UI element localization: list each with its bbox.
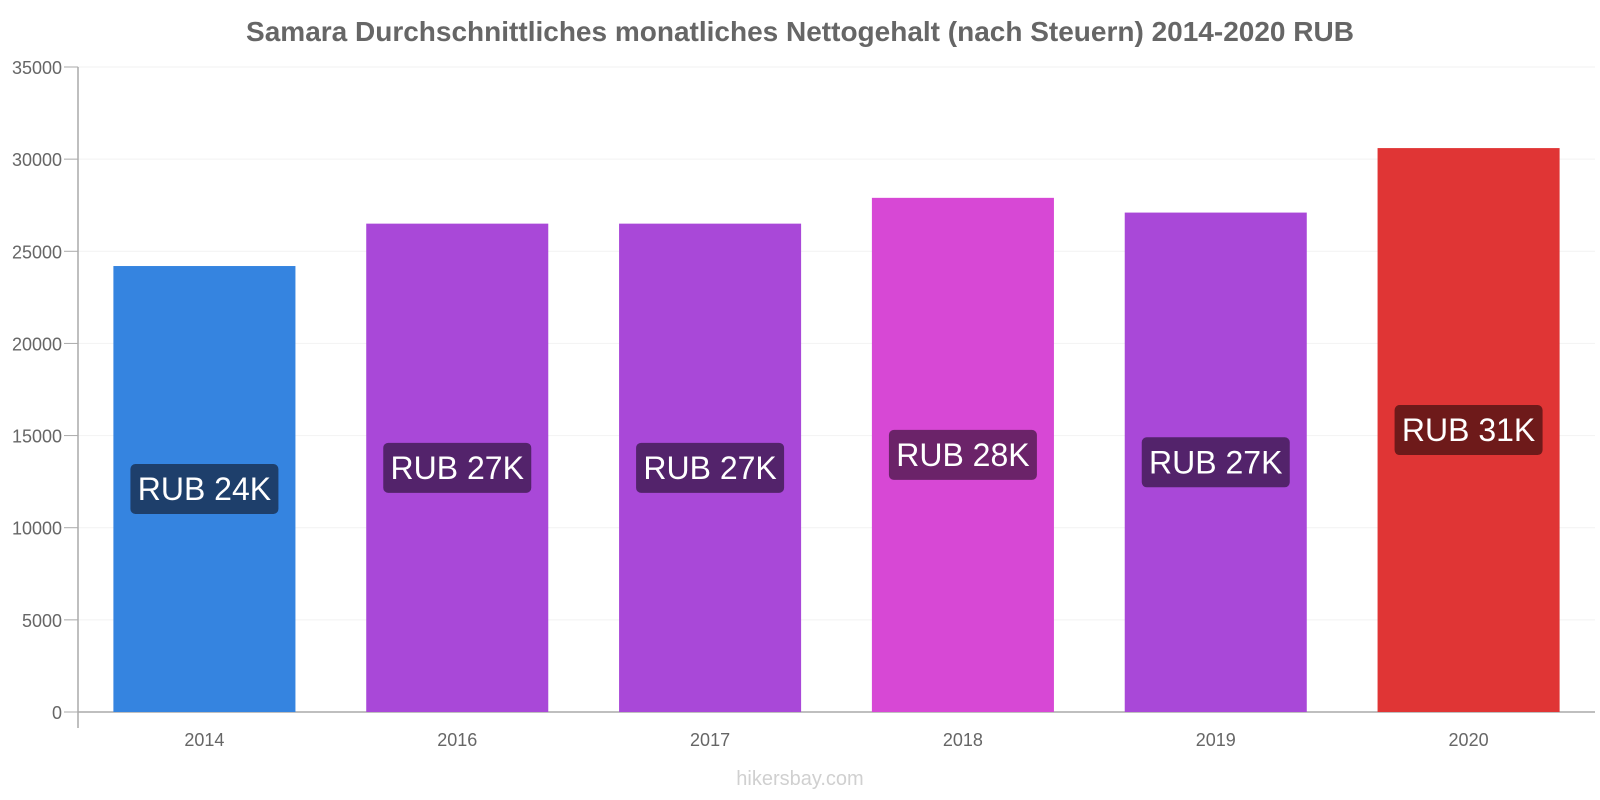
x-tick-label: 2017 — [690, 730, 730, 750]
value-label-box — [1141, 437, 1290, 488]
value-label-2017: RUB 27K — [636, 442, 785, 493]
value-label-text: RUB 28K — [896, 437, 1029, 473]
value-label-2020: RUB 31K — [1394, 405, 1543, 456]
value-label-text: RUB 31K — [1402, 412, 1535, 448]
y-tick-label: 0 — [52, 703, 62, 723]
value-label-text: RUB 24K — [138, 471, 271, 507]
x-tick-label: 2020 — [1449, 730, 1489, 750]
value-label-text: RUB 27K — [1149, 444, 1282, 480]
value-label-box — [383, 442, 532, 493]
value-label-2019: RUB 27K — [1141, 437, 1290, 488]
value-label-text: RUB 27K — [643, 450, 776, 486]
x-tick-label: 2014 — [184, 730, 224, 750]
bars — [113, 148, 1560, 713]
value-label-2014: RUB 24K — [130, 464, 279, 515]
tick-labels: 0 5000 10000 15000 20000 25000 30000 35000 2014 2… — [12, 58, 1489, 750]
value-label-box — [888, 429, 1037, 480]
value-label-2016: RUB 27K — [383, 442, 532, 493]
value-label-box — [1394, 405, 1543, 456]
y-tick-label: 5000 — [22, 611, 62, 631]
value-label-box — [130, 464, 279, 515]
y-tick-label: 30000 — [12, 150, 62, 170]
value-label-text: RUB 27K — [391, 450, 524, 486]
y-tick-label: 15000 — [12, 427, 62, 447]
axes — [64, 66, 1595, 728]
value-label-2018: RUB 28K — [888, 429, 1037, 480]
value-labels: RUB 24K RUB 27K RUB 27K RUB 28K RUB 27K RUB 3… — [130, 405, 1543, 515]
chart-title: Samara Durchschnittliches monatliches Ne… — [246, 16, 1354, 47]
x-tick-label: 2019 — [1196, 730, 1236, 750]
value-label-box — [636, 442, 785, 493]
y-tick-label: 10000 — [12, 519, 62, 539]
y-tick-label: 25000 — [12, 242, 62, 262]
x-tick-label: 2016 — [437, 730, 477, 750]
y-tick-label: 20000 — [12, 334, 62, 354]
y-tick-label: 35000 — [12, 58, 62, 78]
gridlines — [78, 66, 1595, 621]
x-tick-label: 2018 — [943, 730, 983, 750]
watermark: hikersbay.com — [736, 768, 864, 790]
